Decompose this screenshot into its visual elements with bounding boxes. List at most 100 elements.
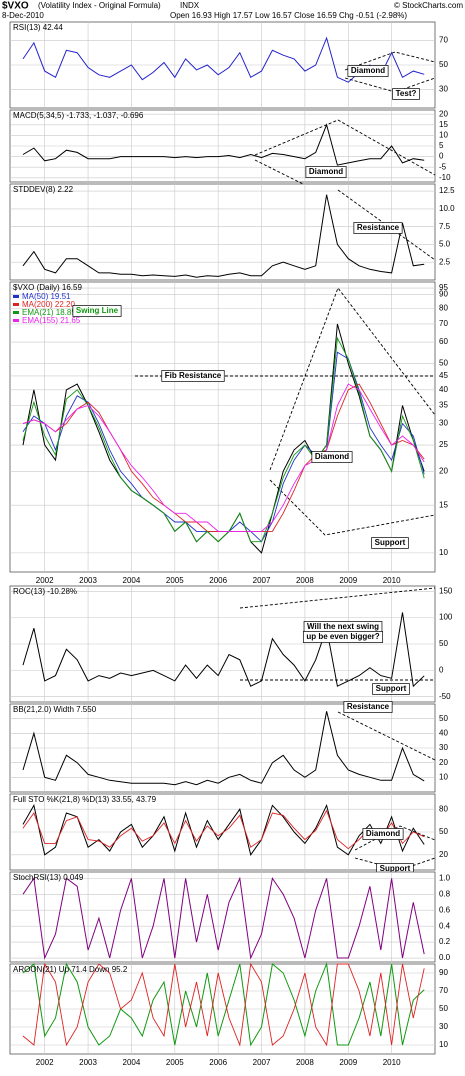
annotation-box (302, 631, 384, 643)
y-tick-label: 10.0 (439, 204, 455, 213)
series-line (22, 962, 425, 1047)
y-tick-label: 0.0 (439, 953, 451, 962)
series-line (22, 336, 425, 543)
annotation: Will the next swing (307, 622, 379, 631)
panel-frame (9, 871, 436, 963)
annotation: Support (375, 538, 406, 547)
y-tick-label: 80 (439, 303, 448, 312)
annotation: Swing Line (76, 306, 119, 315)
x-tick-label: 2007 (253, 1058, 271, 1067)
x-tick-label: 2008 (296, 576, 314, 585)
trend-line (239, 587, 436, 609)
trend-line (337, 711, 436, 761)
annotation-box (311, 451, 353, 463)
y-tick-label: 0.8 (439, 889, 451, 898)
legend-label: MA(50) 19.51 (22, 292, 71, 301)
annotation: Fib Resistance (165, 371, 222, 380)
x-tick-label: 2008 (296, 1058, 314, 1067)
panel-title: RSI(13) 42.44 (13, 23, 63, 32)
x-tick-label: 2005 (166, 1058, 184, 1067)
annotation-box (343, 701, 393, 713)
y-tick-label: 1.0 (439, 873, 451, 882)
panel-title: AROON(21) Up 71.4 Down 95.2 (13, 965, 128, 974)
annotation-box (362, 828, 404, 840)
annotation: Diamond (366, 829, 400, 838)
series-line (22, 711, 425, 786)
x-tick-label: 2005 (166, 576, 184, 585)
y-tick-label: 30 (439, 419, 448, 428)
series-line (22, 809, 425, 850)
annotation-box (392, 88, 420, 100)
instrument-name: (Volatility Index - Original Formula) (38, 1, 161, 10)
y-tick-label: 15 (439, 500, 448, 509)
y-tick-label: 2.5 (439, 257, 451, 266)
x-tick-label: 2010 (383, 576, 401, 585)
y-tick-label: -50 (439, 692, 451, 701)
quote: Open 16.93 High 17.57 Low 16.57 Close 16… (170, 11, 407, 20)
y-tick-label: 50 (439, 359, 448, 368)
y-tick-label: 70 (439, 986, 448, 995)
y-tick-label: 70 (439, 319, 448, 328)
legend-swatch (13, 319, 19, 322)
x-tick-label: 2004 (123, 1058, 141, 1067)
y-tick-label: 0 (439, 665, 444, 674)
series-line (22, 876, 425, 960)
legend-label: EMA(155) 21.65 (22, 316, 81, 325)
y-tick-label: 30 (439, 743, 448, 752)
y-tick-label: 60 (439, 337, 448, 346)
panel-title: STDDEV(8) 2.22 (13, 185, 74, 194)
panel-title: MACD(5,34,5) -1.733, -1.037, -0.696 (13, 111, 144, 120)
x-tick-label: 2003 (79, 1058, 97, 1067)
legend-swatch (13, 295, 19, 298)
annotation: up be even bigger? (306, 632, 379, 641)
y-tick-label: 90 (439, 290, 448, 299)
y-tick-label: 40 (439, 728, 448, 737)
y-tick-label: 30 (439, 85, 448, 94)
y-tick-label: 0 (439, 152, 444, 161)
annotation: Support (376, 684, 407, 693)
series-line (22, 962, 425, 1047)
x-tick-label: 2009 (339, 576, 357, 585)
date: 8-Dec-2010 (2, 11, 44, 20)
y-tick-label: 0.6 (439, 905, 451, 914)
annotation-box (353, 222, 403, 234)
y-tick-label: 50 (439, 1004, 448, 1013)
y-tick-label: -5 (439, 162, 447, 171)
y-tick-label: 0.2 (439, 937, 451, 946)
y-tick-label: 10 (439, 548, 448, 557)
trend-line (269, 479, 436, 536)
annotation: Diamond (315, 452, 349, 461)
annotation: Resistance (357, 223, 400, 232)
x-tick-label: 2002 (36, 576, 54, 585)
y-tick-label: 10 (439, 131, 448, 140)
exchange: INDX (180, 1, 200, 10)
y-tick-label: 20 (439, 850, 448, 859)
annotation-box (372, 683, 410, 695)
y-tick-label: 25 (439, 440, 448, 449)
y-tick-label: 80 (439, 804, 448, 813)
y-tick-label: 95 (439, 283, 448, 292)
y-tick-label: 30 (439, 1022, 448, 1031)
y-tick-label: 50 (439, 60, 448, 69)
series-line (22, 612, 425, 688)
x-tick-label: 2003 (79, 576, 97, 585)
y-tick-label: 20 (439, 466, 448, 475)
y-tick-label: 7.5 (439, 222, 451, 231)
annotation: Test? (396, 89, 417, 98)
annotation-box (161, 370, 225, 382)
panel-title: ROC(13) -10.28% (13, 587, 77, 596)
annotation-box (371, 537, 409, 549)
legend-swatch (13, 303, 19, 306)
x-tick-label: 2004 (123, 576, 141, 585)
trend-line (269, 287, 436, 471)
y-tick-label: 150 (439, 586, 453, 595)
annotation: Resistance (347, 702, 390, 711)
legend-swatch (13, 311, 19, 314)
y-tick-label: 45 (439, 371, 448, 380)
x-tick-label: 2002 (36, 1058, 54, 1067)
annotation-box (347, 65, 389, 77)
x-tick-label: 2010 (383, 1058, 401, 1067)
panel-frame (9, 281, 436, 573)
